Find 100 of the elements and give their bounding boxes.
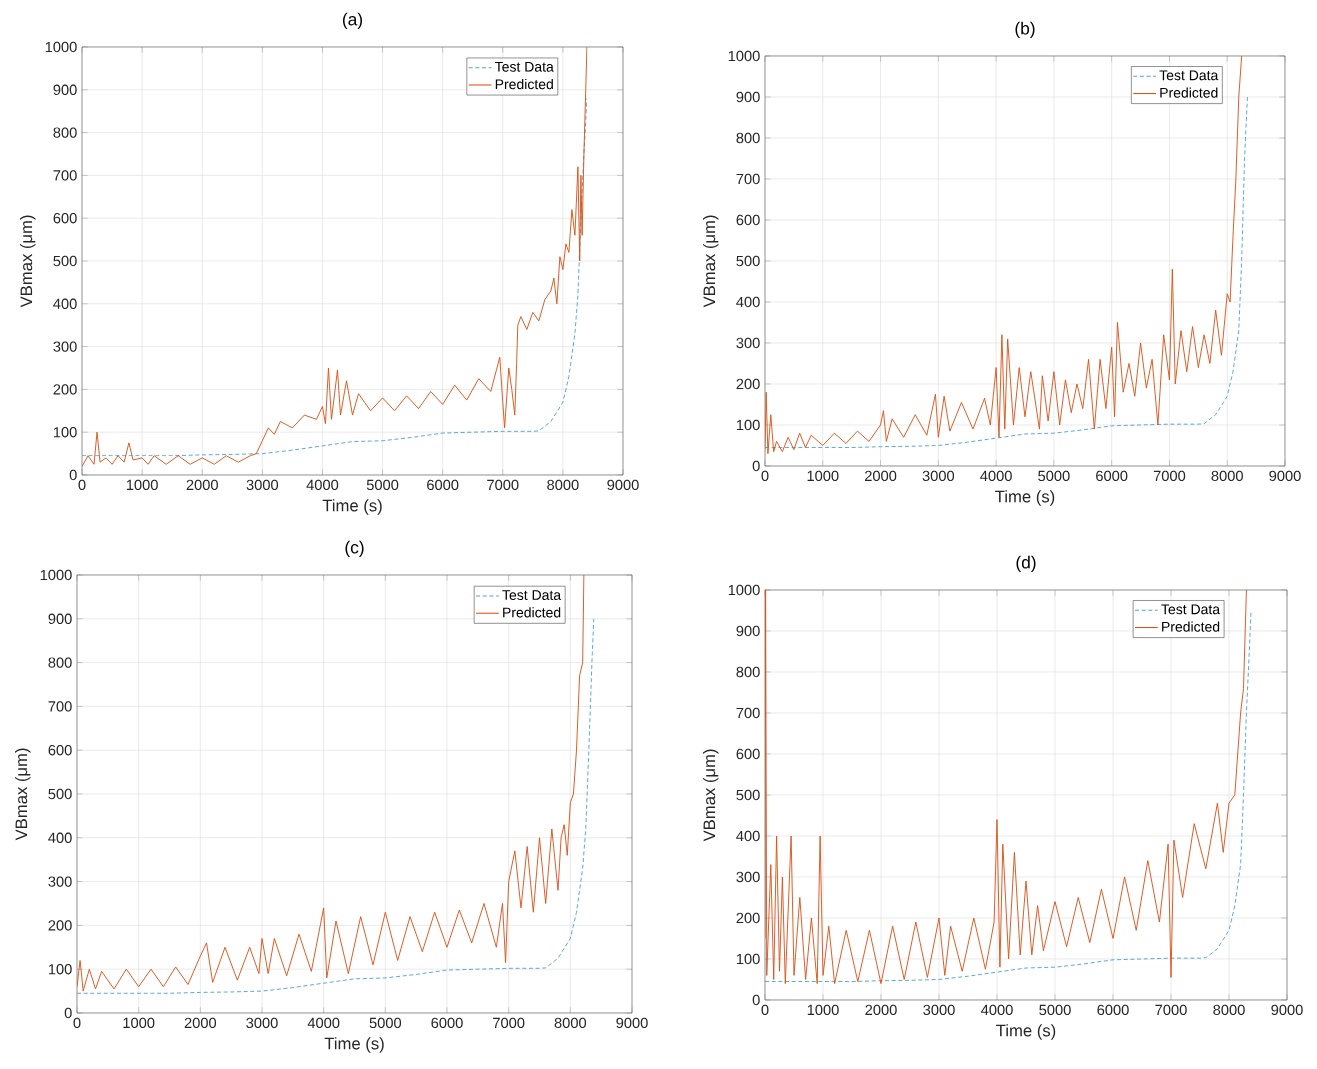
x-tick-label: 9000 <box>1271 1004 1303 1016</box>
y-tick-label: 1000 <box>728 584 760 596</box>
y-tick-label: 800 <box>48 657 72 668</box>
x-tick-label: 7000 <box>493 1017 525 1029</box>
x-tick-label: 8000 <box>1213 1004 1245 1016</box>
x-tick-label: 1000 <box>126 479 158 491</box>
y-tick-label: 900 <box>736 91 760 103</box>
x-tick-label: 5000 <box>366 479 399 491</box>
x-tick-label: 9000 <box>616 1017 648 1029</box>
y-tick-label: 800 <box>736 132 760 144</box>
y-tick-label: 200 <box>53 384 77 395</box>
y-tick-label: 600 <box>48 745 72 756</box>
x-tick-label: 1000 <box>123 1017 155 1029</box>
x-tick-label: 8000 <box>547 479 579 491</box>
x-tick-label: 8000 <box>1211 470 1243 482</box>
y-tick-label: 500 <box>53 255 77 267</box>
y-tick-label: 700 <box>48 701 72 712</box>
legend-label: Test Data <box>1161 604 1221 615</box>
x-tick-label: 2000 <box>865 1004 897 1016</box>
x-tick-label: 6000 <box>431 1017 463 1029</box>
y-tick-label: 300 <box>736 337 760 349</box>
y-tick-label: 200 <box>736 378 760 390</box>
y-tick-label: 100 <box>736 953 760 965</box>
x-tick-label: 6000 <box>1097 1004 1129 1016</box>
chart-title: (c) <box>345 540 364 557</box>
y-tick-label: 300 <box>53 341 77 352</box>
x-tick-label: 0 <box>761 1004 769 1016</box>
y-tick-label: 800 <box>736 666 760 678</box>
y-tick-label: 500 <box>736 789 760 801</box>
x-tick-label: 2000 <box>184 1017 217 1029</box>
x-tick-label: 1000 <box>807 470 839 482</box>
x-tick-label: 7000 <box>1153 470 1186 482</box>
y-tick-label: 700 <box>736 173 760 185</box>
y-tick-label: 500 <box>48 788 72 800</box>
x-tick-label: 5000 <box>369 1017 402 1029</box>
y-axis-title: VBmax (μm) <box>19 215 36 308</box>
y-tick-label: 100 <box>53 427 77 438</box>
x-axis-title: Time (s) <box>322 499 382 515</box>
chart-title: (d) <box>1016 555 1036 572</box>
y-tick-label: 300 <box>736 871 760 883</box>
y-tick-label: 900 <box>48 613 72 624</box>
x-axis-title: Time (s) <box>996 1024 1056 1040</box>
y-axis-title: VBmax (μm) <box>702 215 719 308</box>
x-tick-label: 4000 <box>307 1017 340 1029</box>
y-tick-label: 500 <box>736 255 760 267</box>
x-tick-label: 4000 <box>306 479 339 491</box>
x-tick-label: 7000 <box>1155 1004 1187 1016</box>
x-tick-label: 6000 <box>427 479 459 491</box>
x-tick-label: 7000 <box>487 479 519 491</box>
x-tick-label: 0 <box>78 479 86 491</box>
y-tick-label: 200 <box>736 912 760 924</box>
x-tick-label: 2000 <box>864 470 897 482</box>
x-tick-label: 3000 <box>246 479 279 491</box>
legend-label: Test Data <box>494 61 554 72</box>
x-axis-title: Time (s) <box>995 490 1055 506</box>
y-tick-label: 0 <box>752 460 760 472</box>
y-tick-label: 200 <box>48 920 72 931</box>
y-tick-label: 700 <box>736 707 760 719</box>
x-tick-label: 3000 <box>923 1004 955 1016</box>
y-tick-label: 100 <box>736 419 760 431</box>
x-tick-label: 8000 <box>554 1017 587 1029</box>
legend-label: Predicted <box>503 607 561 618</box>
y-tick-label: 100 <box>48 964 72 975</box>
y-tick-label: 1000 <box>40 569 72 581</box>
y-tick-label: 600 <box>53 213 77 224</box>
y-axis-title: VBmax (μm) <box>702 749 719 842</box>
x-tick-label: 4000 <box>981 1004 1013 1016</box>
chart-title: (b) <box>1015 21 1035 38</box>
x-tick-label: 1000 <box>807 1004 839 1016</box>
x-tick-label: 2000 <box>186 479 218 491</box>
y-tick-label: 800 <box>53 127 77 138</box>
y-tick-label: 400 <box>736 830 760 842</box>
y-tick-label: 300 <box>48 876 72 887</box>
x-tick-label: 3000 <box>246 1017 278 1029</box>
x-tick-label: 3000 <box>922 470 955 482</box>
x-tick-label: 9000 <box>1269 470 1301 482</box>
chart-title: (a) <box>342 12 363 29</box>
y-tick-label: 600 <box>736 748 760 760</box>
y-tick-label: 400 <box>48 832 72 843</box>
y-tick-label: 900 <box>53 84 77 95</box>
y-tick-label: 400 <box>53 298 77 309</box>
legend-label: Test Data <box>1159 70 1219 81</box>
legend-label: Test Data <box>502 590 562 600</box>
y-tick-label: 0 <box>752 994 760 1006</box>
y-tick-label: 600 <box>736 214 760 226</box>
legend-label: Predicted <box>1162 621 1220 632</box>
y-tick-label: 900 <box>736 625 760 637</box>
x-tick-label: 9000 <box>607 479 639 491</box>
y-tick-label: 400 <box>736 296 760 308</box>
x-tick-label: 6000 <box>1096 470 1128 482</box>
x-tick-label: 5000 <box>1039 1004 1071 1016</box>
y-tick-label: 1000 <box>728 50 760 62</box>
legend-label: Predicted <box>1160 87 1218 98</box>
x-axis-title: Time (s) <box>324 1037 384 1053</box>
x-tick-label: 5000 <box>1038 470 1070 482</box>
x-tick-label: 4000 <box>980 470 1012 482</box>
y-tick-label: 700 <box>53 170 77 181</box>
y-axis-title: VBmax (μm) <box>14 748 31 841</box>
y-tick-label: 1000 <box>45 41 77 53</box>
x-tick-label: 0 <box>761 470 769 482</box>
